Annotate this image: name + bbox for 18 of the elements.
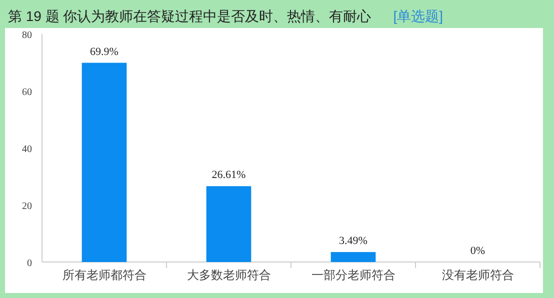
bar <box>82 62 127 262</box>
data-label: 69.9% <box>90 46 118 58</box>
x-tick-label: 所有老师都符合 <box>62 268 146 282</box>
data-label: 3.49% <box>339 235 368 248</box>
y-tick-label: 60 <box>22 87 32 98</box>
x-tick-label: 一部分老师符合 <box>311 268 396 282</box>
y-tick-label: 80 <box>22 30 32 41</box>
chart-title: 第 19 题 你认为教师在答疑过程中是否及时、热情、有耐心 <box>8 8 372 24</box>
x-tick-label: 没有老师符合 <box>442 268 514 282</box>
bar <box>206 186 252 262</box>
bar <box>330 252 376 262</box>
y-tick-label: 20 <box>22 201 32 212</box>
data-label: 26.61% <box>212 169 246 182</box>
chart-subtitle: [单选题] <box>393 8 444 24</box>
x-tick-label: 大多数老师符合 <box>186 268 271 282</box>
y-tick-label: 40 <box>22 144 32 155</box>
y-tick-label: 0 <box>27 258 32 269</box>
data-label: 0% <box>470 245 486 257</box>
